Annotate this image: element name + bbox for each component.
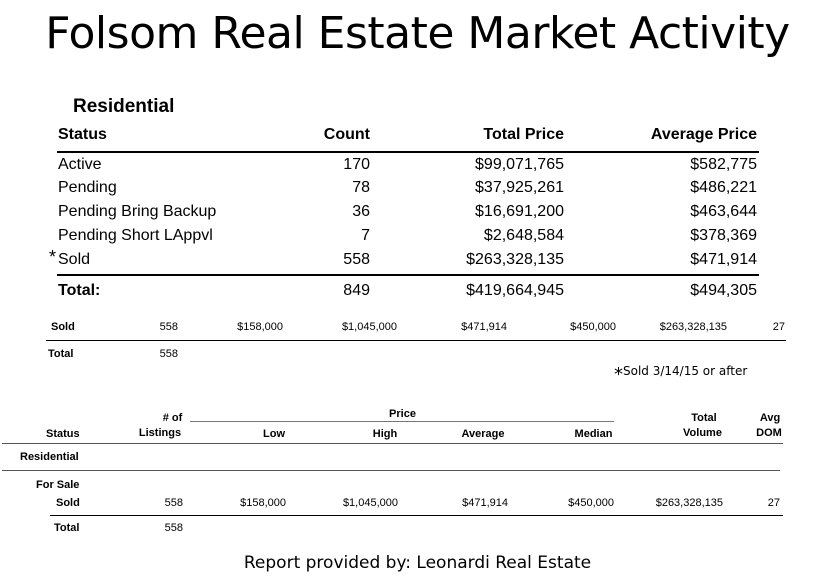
row-average: $471,914 xyxy=(462,497,508,509)
header-rule xyxy=(2,443,783,444)
section-rule xyxy=(2,470,780,471)
row-status: Sold xyxy=(58,251,91,268)
footnote: *Sold 3/14/15 or after xyxy=(614,364,747,385)
subsection-label: For Sale xyxy=(36,479,80,491)
total-count: 849 xyxy=(343,282,370,299)
header-average-price: Average Price xyxy=(650,126,757,143)
total-label: Total: xyxy=(58,282,101,299)
page-title: Folsom Real Estate Market Activity xyxy=(45,8,790,59)
row-status: Pending xyxy=(58,179,117,196)
row-count: 558 xyxy=(343,251,370,268)
header-count: Count xyxy=(323,126,370,143)
row-total-price: $2,648,584 xyxy=(483,227,564,244)
header-volume-line2: Volume xyxy=(683,427,722,439)
total-label: Total xyxy=(54,522,80,534)
header-median: Median xyxy=(574,428,613,440)
header-status: Status xyxy=(58,126,107,143)
total-count: 558 xyxy=(164,522,183,534)
row-dom: 27 xyxy=(767,497,780,509)
strip-dom: 27 xyxy=(772,321,785,333)
header-price-group: Price xyxy=(389,408,416,420)
price-group-rule xyxy=(190,421,614,422)
row-status: Pending Bring Backup xyxy=(58,203,217,220)
total-rule xyxy=(50,515,783,516)
row-average-price: $486,221 xyxy=(690,179,757,196)
row-median: $450,000 xyxy=(568,497,614,509)
row-high: $1,045,000 xyxy=(342,497,398,509)
strip-listings: 558 xyxy=(159,321,178,333)
header-low: Low xyxy=(263,428,285,440)
header-dom-line2: DOM xyxy=(756,427,782,439)
row-total-price: $263,328,135 xyxy=(466,251,564,268)
row-total-price: $99,071,765 xyxy=(475,156,564,173)
strip-median: $450,000 xyxy=(570,321,616,333)
row-average-price: $471,914 xyxy=(690,251,757,268)
total-rule xyxy=(57,274,759,276)
row-count: 78 xyxy=(352,179,370,196)
row-total-price: $37,925,261 xyxy=(475,179,564,196)
row-average-price: $378,369 xyxy=(690,227,757,244)
strip-rule xyxy=(46,340,786,341)
header-rule xyxy=(57,151,759,153)
header-average: Average xyxy=(461,428,505,440)
row-average-price: $582,775 xyxy=(690,156,757,173)
strip-average: $471,914 xyxy=(461,321,507,333)
strip-total-label: Total xyxy=(48,348,74,360)
header-total-price: Total Price xyxy=(483,126,564,143)
total-price: $419,664,945 xyxy=(466,282,564,299)
strip-low: $158,000 xyxy=(237,321,283,333)
row-count: 170 xyxy=(343,156,370,173)
row-status: Active xyxy=(58,156,102,173)
row-low: $158,000 xyxy=(240,497,286,509)
section-label: Residential xyxy=(20,451,79,463)
asterisk-marker: * xyxy=(614,364,623,385)
header-high: High xyxy=(372,428,398,440)
header-status: Status xyxy=(46,428,80,440)
row-volume: $263,328,135 xyxy=(655,497,723,509)
header-volume-line1: Total xyxy=(691,412,717,424)
report-credit: Report provided by: Leonardi Real Estate xyxy=(243,553,592,573)
strip-total-count: 558 xyxy=(159,348,178,360)
total-average-price: $494,305 xyxy=(690,282,757,299)
strip-status: Sold xyxy=(51,321,75,333)
row-count: 7 xyxy=(361,227,370,244)
row-average-price: $463,644 xyxy=(690,203,757,220)
row-total-price: $16,691,200 xyxy=(475,203,564,220)
row-listings: 558 xyxy=(164,497,183,509)
header-dom-line1: Avg xyxy=(759,412,781,424)
strip-high: $1,045,000 xyxy=(341,321,397,333)
row-count: 36 xyxy=(352,203,370,220)
header-listings-line2: Listings xyxy=(138,427,182,439)
strip-volume: $263,328,135 xyxy=(659,321,727,333)
row-status: Pending Short LAppvl xyxy=(58,227,213,244)
header-listings-line1: # of xyxy=(162,412,183,424)
row-status: Sold xyxy=(56,497,80,509)
section-heading: Residential xyxy=(73,96,175,117)
asterisk-marker: * xyxy=(49,247,57,267)
footnote-text: Sold 3/14/15 or after xyxy=(623,364,748,378)
